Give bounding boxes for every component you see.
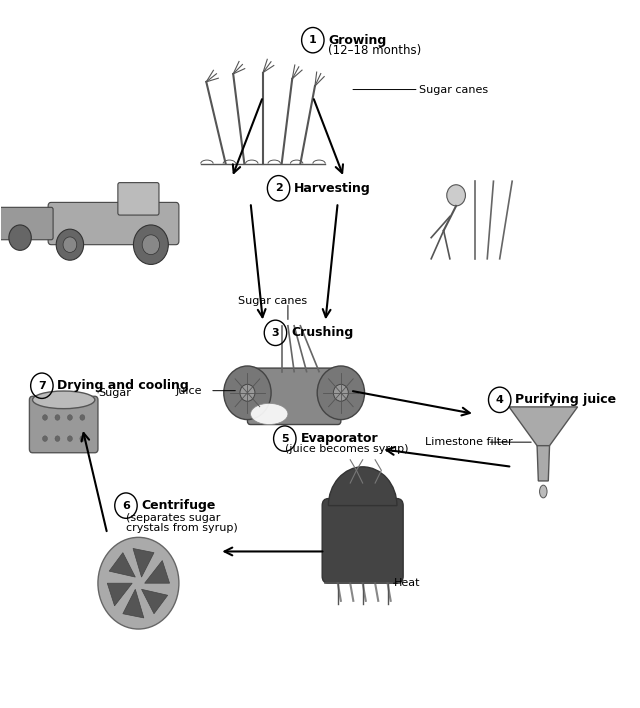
Text: Crushing: Crushing <box>291 326 353 339</box>
Ellipse shape <box>540 485 547 498</box>
Circle shape <box>224 366 271 420</box>
Circle shape <box>317 366 365 420</box>
Text: Evaporator: Evaporator <box>300 432 378 445</box>
Polygon shape <box>133 549 154 577</box>
Text: (separates sugar: (separates sugar <box>126 513 220 523</box>
Text: 1: 1 <box>309 35 317 45</box>
Circle shape <box>67 436 72 442</box>
Circle shape <box>142 235 159 255</box>
Text: Centrifuge: Centrifuge <box>141 499 216 512</box>
Text: 4: 4 <box>496 395 504 405</box>
FancyBboxPatch shape <box>118 183 159 215</box>
Circle shape <box>447 185 465 206</box>
FancyBboxPatch shape <box>0 207 53 240</box>
Circle shape <box>80 415 85 421</box>
Circle shape <box>56 229 84 261</box>
FancyBboxPatch shape <box>48 202 179 245</box>
Text: Sugar canes: Sugar canes <box>238 296 307 306</box>
Circle shape <box>55 436 60 442</box>
Polygon shape <box>145 561 170 583</box>
Polygon shape <box>109 553 135 577</box>
Ellipse shape <box>250 404 288 425</box>
Text: (12–18 months): (12–18 months) <box>328 45 422 57</box>
Text: 5: 5 <box>281 433 289 444</box>
Text: 6: 6 <box>122 501 130 510</box>
Text: Juice: Juice <box>176 386 202 396</box>
Circle shape <box>67 415 72 421</box>
Polygon shape <box>108 583 132 606</box>
Text: Sugar: Sugar <box>98 388 131 398</box>
Text: Drying and cooling: Drying and cooling <box>58 379 189 392</box>
Circle shape <box>9 225 31 251</box>
Circle shape <box>63 237 77 253</box>
Text: 3: 3 <box>271 328 279 338</box>
FancyBboxPatch shape <box>322 498 403 583</box>
Text: (juice becomes syrup): (juice becomes syrup) <box>285 444 408 455</box>
FancyBboxPatch shape <box>248 368 341 425</box>
Circle shape <box>80 436 85 442</box>
FancyBboxPatch shape <box>29 396 98 452</box>
Circle shape <box>42 436 47 442</box>
Circle shape <box>55 415 60 421</box>
Circle shape <box>333 384 348 401</box>
Text: Purifying juice: Purifying juice <box>515 394 616 406</box>
Circle shape <box>134 225 168 264</box>
Text: 2: 2 <box>275 183 282 193</box>
Circle shape <box>42 415 47 421</box>
Polygon shape <box>537 445 550 481</box>
Wedge shape <box>328 467 397 506</box>
Text: Growing: Growing <box>328 34 387 47</box>
Text: Limestone filter: Limestone filter <box>425 437 513 447</box>
Text: Heat: Heat <box>394 578 420 588</box>
Polygon shape <box>141 589 168 614</box>
Text: Harvesting: Harvesting <box>294 182 371 195</box>
Circle shape <box>240 384 255 401</box>
Text: 7: 7 <box>38 381 45 391</box>
Text: crystals from syrup): crystals from syrup) <box>126 523 237 533</box>
Ellipse shape <box>33 391 95 409</box>
Polygon shape <box>509 407 577 445</box>
Polygon shape <box>123 589 144 618</box>
Text: Sugar canes: Sugar canes <box>419 84 488 95</box>
Circle shape <box>98 537 179 629</box>
